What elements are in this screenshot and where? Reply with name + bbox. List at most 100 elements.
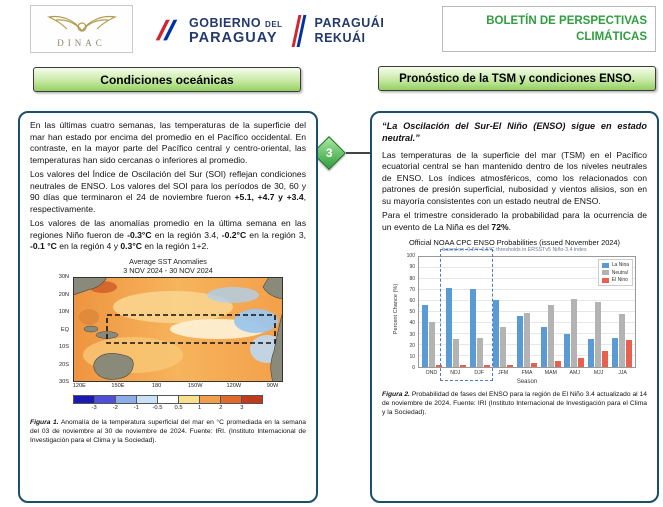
sst-map: 30N 20N 10N EQ 10S 20S 30S	[51, 274, 285, 390]
dinac-label: DINAC	[57, 37, 106, 48]
text-segment: en la región 4 y	[56, 241, 121, 252]
y-tick-label: 20	[409, 342, 415, 349]
figure1-caption: Figura 1. Anomalía de la temperatura sup…	[30, 419, 306, 446]
colorbar-label: -1	[133, 405, 139, 412]
figure2-subtitle: based on -0.5°/+0.5°C thresholds in ERSS…	[442, 247, 587, 254]
map-lon-labels: 120E 150E 180 150W 120W 90W	[73, 382, 283, 390]
legend-entry: La Nina	[601, 262, 629, 268]
y-axis-title: Percent Chance (%)	[393, 284, 399, 335]
colorbar-labels: -3 -2 -1 -0.5 0.5 1 2 3	[73, 404, 263, 413]
y-tick-label: 60	[409, 298, 415, 305]
bar-group	[540, 257, 561, 368]
dinac-logo: DINAC	[30, 5, 133, 53]
bar	[571, 299, 578, 368]
colorbar-label: -3	[91, 405, 97, 412]
bar	[500, 326, 507, 368]
map-lat-label: EQ	[60, 326, 69, 333]
flag-divider	[291, 15, 306, 47]
x-tick-label: MAM	[544, 370, 557, 377]
gov-wordmark: GOBIERNO DEL PARAGUAY	[189, 16, 283, 46]
x-tick-label: NDJ	[450, 370, 461, 377]
x-axis-title: Season	[516, 379, 538, 386]
left-paragraph-3: Los valores de las anomalías promedio en…	[30, 218, 306, 253]
nino3-anomaly: -0.2°C	[221, 229, 247, 240]
colorbar-label: -2	[112, 405, 118, 412]
gov-word-rekuai: REKUÁI	[314, 31, 366, 45]
bar	[476, 337, 483, 368]
figure1: Average SST Anomalies 3 NOV 2024 - 30 NO…	[30, 257, 306, 446]
right-paragraph-1: Las temperaturas de la superficie del ma…	[382, 149, 647, 206]
legend-entry: El Nino	[601, 277, 629, 283]
bar	[469, 289, 476, 368]
figure1-title-line2: 3 NOV 2024 - 30 NOV 2024	[123, 266, 213, 276]
map-lat-label: 10N	[58, 309, 69, 316]
bar	[602, 350, 608, 368]
text-segment: , respectivamente.	[30, 192, 306, 214]
text-segment: en la región 3,	[246, 229, 306, 240]
bar-group	[611, 257, 632, 368]
colorbar-cell	[158, 396, 179, 404]
bar-group	[422, 257, 443, 368]
gov-word-del: DEL	[265, 19, 283, 29]
y-tick-label: 90	[409, 264, 415, 271]
x-tick-label: AMJ	[569, 370, 580, 377]
legend-label: Neutral	[611, 269, 628, 276]
figure2-caption-text: Probabilidad de fases del ENSO para la r…	[382, 391, 647, 416]
text-segment: Para el trimestre considerado la probabi…	[382, 210, 647, 232]
y-tick-label: 10	[409, 354, 415, 361]
bar	[452, 338, 459, 368]
step-number: 3	[325, 146, 333, 160]
dinac-wings-icon	[46, 15, 117, 32]
gov-shield-icon	[155, 19, 178, 41]
gov-guarani-wordmark: PARAGUÁI REKUÁI	[315, 16, 385, 46]
bar	[459, 365, 466, 368]
map-lat-label: 10S	[59, 344, 69, 351]
figure2-caption-prefix: Figura 2.	[382, 391, 410, 399]
map-lon-label: 150E	[111, 383, 125, 390]
enso-y-labels: 0 10 20 30 40 50 60 70 80 90 100	[401, 253, 416, 371]
bar-group	[445, 257, 466, 368]
map-lon-label: 180	[151, 383, 162, 390]
bar	[445, 288, 452, 368]
y-tick-label: 80	[409, 275, 415, 282]
colorbar	[73, 395, 263, 405]
colorbar-cell	[200, 396, 221, 404]
enso-chart-outer: Percent Chance (%) 0 10 20 30 40 50 60 70 80 90 10…	[393, 249, 636, 382]
map-lat-label: 30N	[58, 274, 69, 281]
x-tick-label: DJF	[474, 370, 484, 377]
enso-chart: 0 10 20 30 40 50 60 70 80 90 100 OND NDJ DJF JFM FMA MA…	[407, 249, 636, 382]
legend-swatch	[601, 270, 609, 276]
bar	[523, 313, 530, 368]
bar	[507, 365, 514, 368]
bar	[578, 358, 585, 368]
bar	[429, 322, 436, 368]
legend-entry: Neutral	[601, 269, 629, 276]
text-segment: Los valores de las anomalías promedio en…	[30, 218, 306, 240]
y-tick-label: 50	[409, 309, 415, 316]
enso-quote: “La Oscilación del Sur-El Niño (ENSO) si…	[382, 121, 647, 144]
bulletin-title: BOLETÍN DE PERSPECTIVAS CLIMÁTICAS	[442, 6, 656, 52]
figure1-caption-text: Anomalía de la temperatura superficial d…	[30, 419, 307, 445]
paraguay-gov-logo: GOBIERNO DEL PARAGUAY PARAGUÁI REKUÁI	[150, 10, 384, 52]
bar	[540, 326, 547, 368]
colorbar-cell	[242, 396, 262, 404]
map-lon-label: 120W	[226, 383, 242, 390]
map-lon-label: 120E	[72, 383, 86, 390]
x-tick-label: JJA	[618, 370, 627, 377]
bar	[547, 304, 554, 368]
bar	[436, 365, 443, 368]
legend-swatch	[601, 277, 609, 283]
figure2-caption: Figura 2. Probabilidad de fases del ENSO…	[382, 391, 647, 418]
bar-group	[493, 257, 514, 368]
colorbar-label: 1	[198, 405, 202, 412]
gov-word-paraguay: PARAGUAY	[189, 30, 278, 46]
colorbar-cell	[74, 396, 95, 404]
text-segment: .	[508, 221, 512, 232]
x-tick-label: FMA	[521, 370, 533, 377]
bar	[588, 338, 594, 368]
enso-bar-groups	[419, 257, 635, 368]
y-tick-label: 100	[406, 253, 415, 260]
gov-word-paraguai: PARAGUÁI	[314, 16, 385, 30]
y-tick-label: 40	[409, 320, 415, 327]
